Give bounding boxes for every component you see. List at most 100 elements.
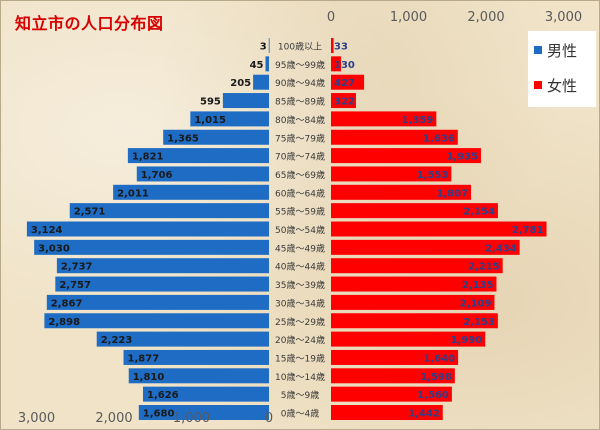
- female-bar: [331, 313, 498, 329]
- age-category-label: 5歳～9歳: [281, 389, 319, 401]
- female-bar: [331, 221, 547, 237]
- age-category-label: 80歳～84歳: [275, 114, 325, 126]
- female-bar: [331, 38, 334, 53]
- female-value-label: 2,109: [460, 298, 492, 309]
- female-value-label: 2,781: [512, 225, 544, 236]
- female-bar: [331, 93, 356, 109]
- female-bar: [331, 166, 452, 182]
- legend-item-female: 女性: [534, 75, 577, 96]
- male-bar: [127, 148, 269, 164]
- male-bar: [34, 239, 269, 255]
- female-value-label: 1,598: [420, 372, 452, 383]
- female-value-label: 1,990: [451, 335, 483, 346]
- female-value-label: 1,359: [402, 115, 434, 126]
- male-bar: [222, 93, 269, 109]
- female-value-label: 427: [334, 78, 355, 89]
- age-category-label: 90歳～94歳: [275, 77, 325, 89]
- female-bar: [331, 276, 497, 292]
- female-axis-tick-label: 0: [327, 10, 335, 25]
- male-bar: [26, 221, 269, 237]
- male-axis-tick-label: 0: [265, 411, 273, 426]
- age-category-label: 55歳～59歳: [275, 206, 325, 218]
- male-bar: [46, 294, 270, 310]
- male-value-label: 205: [230, 78, 251, 89]
- male-value-label: 2,223: [101, 335, 133, 346]
- male-bar: [128, 368, 269, 384]
- male-value-label: 1,877: [128, 353, 160, 364]
- age-category-label: 35歳～39歳: [275, 279, 325, 291]
- male-bar: [44, 313, 269, 329]
- male-value-label: 3,124: [31, 225, 63, 236]
- legend-swatch-male: [534, 46, 542, 54]
- male-value-label: 1,680: [143, 409, 175, 420]
- female-bar: [331, 111, 437, 127]
- age-category-label: 95歳～99歳: [275, 59, 325, 71]
- female-value-label: 2,434: [485, 243, 517, 254]
- male-bar: [142, 386, 269, 402]
- male-value-label: 595: [200, 97, 221, 108]
- female-value-label: 322: [334, 97, 355, 108]
- female-bar: [331, 294, 495, 310]
- male-value-label: 2,011: [117, 188, 149, 199]
- female-value-label: 1,553: [417, 170, 449, 181]
- female-value-label: 1,640: [423, 353, 455, 364]
- male-value-label: 3: [260, 42, 267, 53]
- male-bar: [96, 331, 269, 347]
- age-category-label: 100歳以上: [278, 41, 322, 53]
- chart-title: 知立市の人口分布図: [15, 14, 164, 33]
- legend-label-female: 女性: [547, 77, 578, 95]
- age-category-label: 45歳～49歳: [275, 242, 325, 254]
- male-value-label: 2,571: [74, 207, 106, 218]
- male-bar: [190, 111, 269, 127]
- female-bar: [331, 74, 365, 90]
- age-category-label: 30歳～34歳: [275, 297, 325, 309]
- female-axis-tick-label: 2,000: [467, 10, 504, 25]
- female-bar: [331, 56, 342, 72]
- male-bar: [69, 203, 269, 219]
- female-value-label: 1,935: [446, 152, 478, 163]
- legend-label-male: 男性: [547, 42, 578, 60]
- age-category-label: 70歳～74歳: [275, 151, 325, 163]
- age-category-label: 75歳～79歳: [275, 132, 325, 144]
- male-value-label: 2,867: [51, 298, 83, 309]
- male-value-label: 2,757: [59, 280, 91, 291]
- age-category-label: 40歳～44歳: [275, 261, 325, 273]
- female-value-label: 2,154: [463, 207, 495, 218]
- age-category-label: 65歳～69歳: [275, 169, 325, 181]
- male-bar: [56, 258, 269, 274]
- female-value-label: 2,153: [463, 317, 495, 328]
- legend-swatch-female: [534, 81, 542, 89]
- female-bar: [331, 349, 459, 365]
- male-value-label: 2,737: [61, 262, 93, 273]
- male-bar: [138, 405, 269, 420]
- male-axis-tick-label: 2,000: [95, 411, 132, 426]
- age-category-label: 10歳～14歳: [275, 371, 325, 383]
- male-axis-tick-label: 1,000: [173, 411, 210, 426]
- male-value-label: 3,030: [38, 243, 70, 254]
- male-bar: [123, 349, 269, 365]
- legend-item-male: 男性: [534, 40, 577, 61]
- male-bar: [265, 56, 269, 72]
- female-axis-tick-label: 1,000: [390, 10, 427, 25]
- female-value-label: 2,215: [468, 262, 500, 273]
- male-value-label: 1,626: [147, 390, 179, 401]
- male-axis-tick-label: 3,000: [18, 411, 55, 426]
- female-value-label: 1,560: [417, 390, 449, 401]
- female-value-label: 130: [334, 60, 355, 71]
- female-bar: [331, 239, 520, 255]
- male-value-label: 1,365: [167, 133, 199, 144]
- male-bar: [113, 184, 270, 200]
- female-bar: [331, 258, 503, 274]
- female-bar: [331, 129, 458, 145]
- female-bar: [331, 386, 452, 402]
- male-value-label: 1,706: [141, 170, 173, 181]
- female-bar: [331, 368, 455, 384]
- male-value-label: 1,015: [194, 115, 226, 126]
- age-category-label: 0歳～4歳: [281, 408, 319, 420]
- legend: 男性 女性: [528, 31, 596, 107]
- female-value-label: 2,135: [462, 280, 494, 291]
- female-value-label: 1,442: [408, 409, 440, 420]
- female-bar: [331, 148, 481, 164]
